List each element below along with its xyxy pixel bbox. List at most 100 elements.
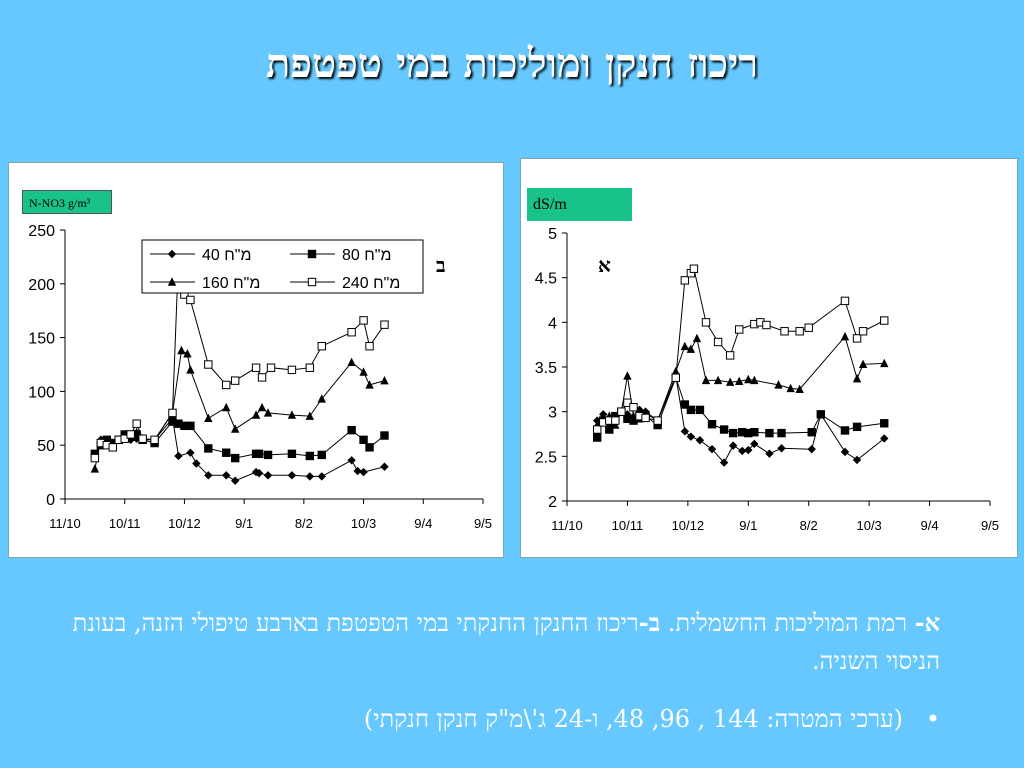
- legend: 40 מ"ח 80 מ"ח 160 מ"ח 240 מ"ח: [141, 239, 424, 294]
- y-tick-label: 2: [548, 494, 557, 511]
- legend-label: 80 מ"ח: [342, 247, 391, 264]
- x-tick-label: 9/5: [474, 516, 492, 531]
- data-point: [840, 447, 850, 457]
- data-point: [150, 435, 159, 445]
- bullet-icon: •: [925, 705, 940, 733]
- data-point: [713, 375, 723, 385]
- data-point: [230, 453, 240, 463]
- data-point: [347, 456, 356, 465]
- data-point: [858, 327, 868, 336]
- data-point: [174, 419, 183, 428]
- chart-1: 2 2.5 3 3.5 4 4.5 5 11/10 10/11 10/12 9/1 8/2 10/3 9/…: [535, 226, 999, 533]
- data-point: [266, 363, 276, 372]
- y-tick-label: 150: [28, 331, 55, 348]
- data-point: [359, 316, 368, 325]
- data-point: [287, 365, 297, 375]
- x-tick-label: 10/12: [168, 516, 201, 531]
- data-point: [623, 414, 632, 424]
- x-tick-label: 11/10: [551, 518, 583, 533]
- data-point: [840, 426, 850, 435]
- data-point: [186, 421, 195, 431]
- x-tick-label: 9/5: [981, 518, 999, 533]
- data-point: [807, 428, 816, 437]
- data-point: [251, 410, 261, 419]
- target-values-bullet: • (ערכי המטרה: 144 , 96, 48, ו-24 ג'\מ"ק…: [60, 700, 940, 738]
- caption-b-text: ריכוז החנקן החנקתי במי הטפטפת בארבע טיפו…: [72, 609, 940, 675]
- slide-title: ריכוז חנקן ומוליכות במי טפטפת: [265, 40, 759, 87]
- conductivity-chart-panel: [520, 158, 1018, 558]
- y-tick-label: 50: [37, 438, 55, 455]
- legend-label: 240 מ"ח: [342, 275, 400, 292]
- data-point: [257, 402, 267, 412]
- data-point: [353, 466, 362, 476]
- data-point: [186, 365, 195, 374]
- panel-letter: א: [598, 253, 611, 277]
- data-point: [680, 427, 690, 436]
- x-tick-label: 10/3: [856, 518, 881, 533]
- chart-0: 0 50 100 150 200 250 11/10 10/11 10/12 9/1 8/2 10/3…: [28, 223, 492, 531]
- data-point: [744, 374, 753, 384]
- series-line: [596, 267, 885, 430]
- data-point: [287, 449, 297, 459]
- x-tick-label: 9/1: [235, 516, 253, 531]
- data-point: [653, 420, 662, 430]
- data-point: [120, 434, 129, 443]
- data-point: [317, 342, 326, 351]
- data-point: [858, 359, 868, 369]
- data-point: [365, 443, 374, 452]
- data-point: [750, 375, 759, 385]
- data-point: [777, 428, 786, 438]
- legend-box: [141, 239, 424, 294]
- data-point: [347, 328, 356, 337]
- data-point: [611, 411, 620, 421]
- data-point: [735, 376, 744, 385]
- data-point: [738, 446, 747, 456]
- data-point: [695, 436, 705, 445]
- data-point: [204, 360, 213, 369]
- data-point: [671, 366, 680, 376]
- data-point: [186, 295, 195, 305]
- y-tick-label: 200: [28, 277, 55, 294]
- data-point: [317, 450, 326, 460]
- data-point: [701, 318, 711, 327]
- data-point: [168, 408, 177, 418]
- data-point: [852, 373, 862, 383]
- legend-marker: [167, 249, 177, 259]
- data-point: [762, 320, 771, 330]
- data-point: [686, 432, 696, 441]
- data-point: [254, 449, 264, 459]
- data-point: [880, 358, 889, 368]
- data-point: [365, 342, 374, 351]
- data-point: [230, 476, 240, 485]
- data-point: [617, 407, 626, 416]
- y-tick-label: 3.5: [535, 360, 557, 377]
- x-tick-label: 8/2: [800, 518, 818, 533]
- data-point: [744, 445, 753, 455]
- data-point: [222, 402, 231, 412]
- data-point: [204, 413, 213, 422]
- data-point: [605, 420, 614, 430]
- data-point: [653, 416, 662, 425]
- data-point: [287, 410, 297, 419]
- data-point: [728, 441, 738, 450]
- data-point: [713, 337, 723, 347]
- caption: א- רמת המוליכות החשמלית. ב-ריכוז החנקן ה…: [60, 604, 940, 680]
- x-tick-label: 9/4: [414, 516, 432, 531]
- data-point: [611, 416, 620, 425]
- data-point: [680, 341, 690, 351]
- caption-b-letter: ב-: [638, 608, 661, 637]
- data-point: [263, 408, 273, 417]
- legend-marker: [167, 277, 177, 286]
- data-point: [774, 380, 783, 389]
- bullet-text: (ערכי המטרה: 144 , 96, 48, ו-24 ג'\מ"ק ח…: [363, 705, 903, 733]
- data-point: [380, 462, 389, 471]
- data-point: [880, 434, 889, 443]
- data-point: [305, 451, 315, 461]
- legend-marker: [307, 277, 317, 287]
- data-point: [257, 373, 267, 382]
- data-point: [263, 450, 273, 460]
- data-point: [132, 419, 141, 428]
- data-point: [744, 428, 753, 438]
- data-point: [263, 471, 273, 480]
- data-point: [629, 416, 638, 425]
